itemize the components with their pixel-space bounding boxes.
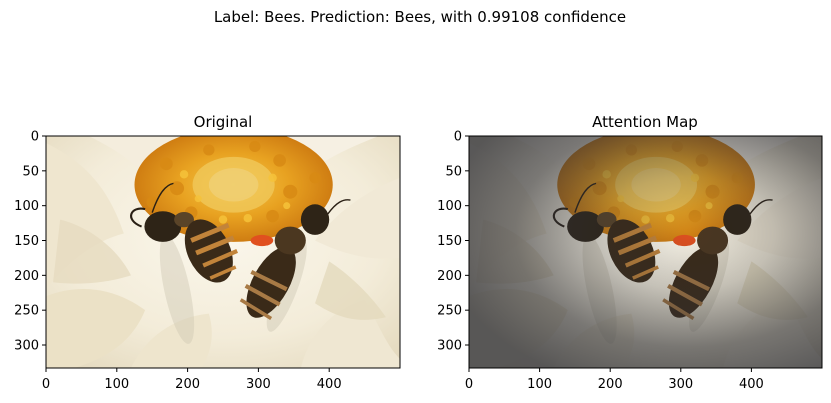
y-tick-label: 200 [14,269,39,284]
x-tick-label: 300 [246,377,271,392]
x-tick-label: 300 [668,377,693,392]
x-axis: 0 100 200 300 400 [465,368,764,392]
panel-title: Original [194,113,253,131]
y-tick-label: 250 [14,304,39,319]
y-tick-label: 150 [14,234,39,249]
y-tick-label: 50 [445,164,462,179]
x-tick-label: 0 [465,377,473,392]
y-tick-label: 0 [454,130,462,145]
y-tick-label: 150 [437,234,462,249]
y-tick-label: 50 [22,164,39,179]
x-axis: 0 100 200 300 400 [42,368,342,392]
axes-frame [468,135,823,369]
panel-title: Attention Map [592,113,698,131]
y-tick-label: 100 [14,199,39,214]
panel-original: Original 0 50 100 150 200 250 300 0 100 200 300 40… [14,113,401,392]
x-tick-label: 100 [527,377,552,392]
x-tick-label: 200 [598,377,623,392]
y-axis: 0 50 100 150 200 250 300 [14,130,46,354]
x-tick-label: 200 [175,377,200,392]
photo-image [46,128,400,368]
y-tick-label: 250 [437,304,462,319]
figure-suptitle: Label: Bees. Prediction: Bees, with 0.99… [214,8,626,26]
x-tick-label: 400 [739,377,764,392]
x-tick-label: 400 [317,377,342,392]
y-tick-label: 300 [14,339,39,354]
attention-image [469,136,822,368]
y-tick-label: 200 [437,269,462,284]
x-tick-label: 0 [42,377,50,392]
y-tick-label: 0 [31,130,39,145]
panel-attention-map: Attention Map 0 50 100 150 200 250 300 0 100 200… [437,113,823,392]
y-tick-label: 100 [437,199,462,214]
x-tick-label: 100 [104,377,129,392]
y-axis: 0 50 100 150 200 250 300 [437,130,469,354]
axes-frame [45,135,401,369]
attention-overlay [469,136,822,368]
y-tick-label: 300 [437,339,462,354]
